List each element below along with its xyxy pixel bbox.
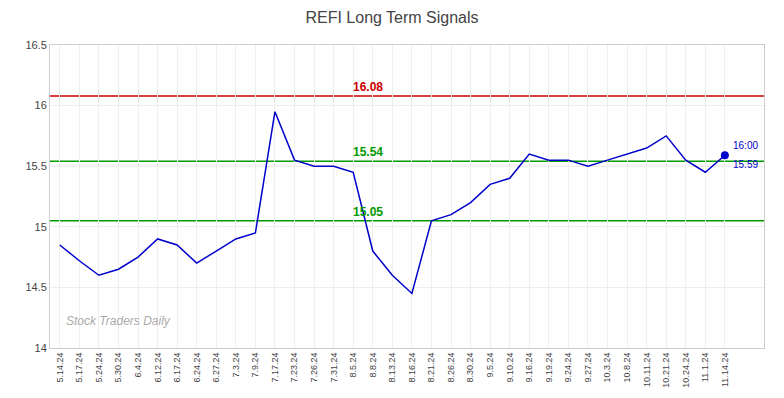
svg-text:16: 16 [35, 99, 47, 111]
svg-text:8.26.24: 8.26.24 [446, 353, 456, 383]
svg-text:10.11.24: 10.11.24 [642, 353, 652, 387]
svg-text:8.16.24: 8.16.24 [407, 353, 417, 383]
svg-text:8.30.24: 8.30.24 [466, 353, 476, 383]
svg-text:9.24.24: 9.24.24 [563, 353, 573, 383]
svg-text:7.3.24: 7.3.24 [231, 353, 241, 378]
svg-text:8.8.24: 8.8.24 [368, 353, 378, 378]
svg-text:6.4.24: 6.4.24 [133, 353, 143, 378]
svg-text:16.08: 16.08 [353, 80, 383, 94]
svg-text:7.17.24: 7.17.24 [270, 353, 280, 383]
svg-text:5.17.24: 5.17.24 [74, 353, 84, 383]
svg-text:5.30.24: 5.30.24 [113, 353, 123, 383]
svg-text:9.27.24: 9.27.24 [583, 353, 593, 383]
svg-text:16:00: 16:00 [733, 140, 758, 151]
svg-text:9.16.24: 9.16.24 [524, 353, 534, 383]
svg-text:7.23.24: 7.23.24 [289, 353, 299, 383]
svg-text:14.5: 14.5 [25, 281, 46, 293]
svg-text:6.27.24: 6.27.24 [211, 353, 221, 383]
svg-text:6.17.24: 6.17.24 [172, 353, 182, 383]
svg-text:Stock Traders Daily: Stock Traders Daily [66, 314, 171, 328]
svg-text:10.24.24: 10.24.24 [681, 353, 691, 388]
svg-text:11.1.24: 11.1.24 [700, 353, 710, 382]
svg-text:8.13.24: 8.13.24 [387, 353, 397, 383]
svg-text:7.26.24: 7.26.24 [309, 353, 319, 383]
svg-text:11.14.24: 11.14.24 [720, 353, 730, 387]
svg-text:15.54: 15.54 [353, 145, 383, 159]
svg-text:9.5.24: 9.5.24 [485, 353, 495, 378]
svg-text:8.21.24: 8.21.24 [426, 353, 436, 383]
svg-text:14: 14 [35, 342, 47, 354]
svg-text:6.12.24: 6.12.24 [153, 353, 163, 383]
svg-text:5.14.24: 5.14.24 [55, 353, 65, 383]
svg-text:15: 15 [35, 221, 47, 233]
svg-text:9.10.24: 9.10.24 [505, 353, 515, 383]
svg-text:9.19.24: 9.19.24 [544, 353, 554, 383]
svg-text:REFI Long Term Signals: REFI Long Term Signals [305, 9, 478, 26]
svg-text:10.3.24: 10.3.24 [602, 353, 612, 383]
svg-text:15.05: 15.05 [353, 205, 383, 219]
svg-text:6.24.24: 6.24.24 [192, 353, 202, 383]
svg-text:15.5: 15.5 [25, 160, 46, 172]
svg-text:8.5.24: 8.5.24 [348, 353, 358, 378]
svg-text:7.31.24: 7.31.24 [329, 353, 339, 383]
svg-text:16.5: 16.5 [25, 39, 46, 51]
svg-text:10.8.24: 10.8.24 [622, 353, 632, 383]
svg-text:10.21.24: 10.21.24 [661, 353, 671, 388]
svg-text:5.24.24: 5.24.24 [94, 353, 104, 383]
svg-text:15.59: 15.59 [733, 159, 758, 170]
svg-text:7.9.24: 7.9.24 [250, 353, 260, 378]
